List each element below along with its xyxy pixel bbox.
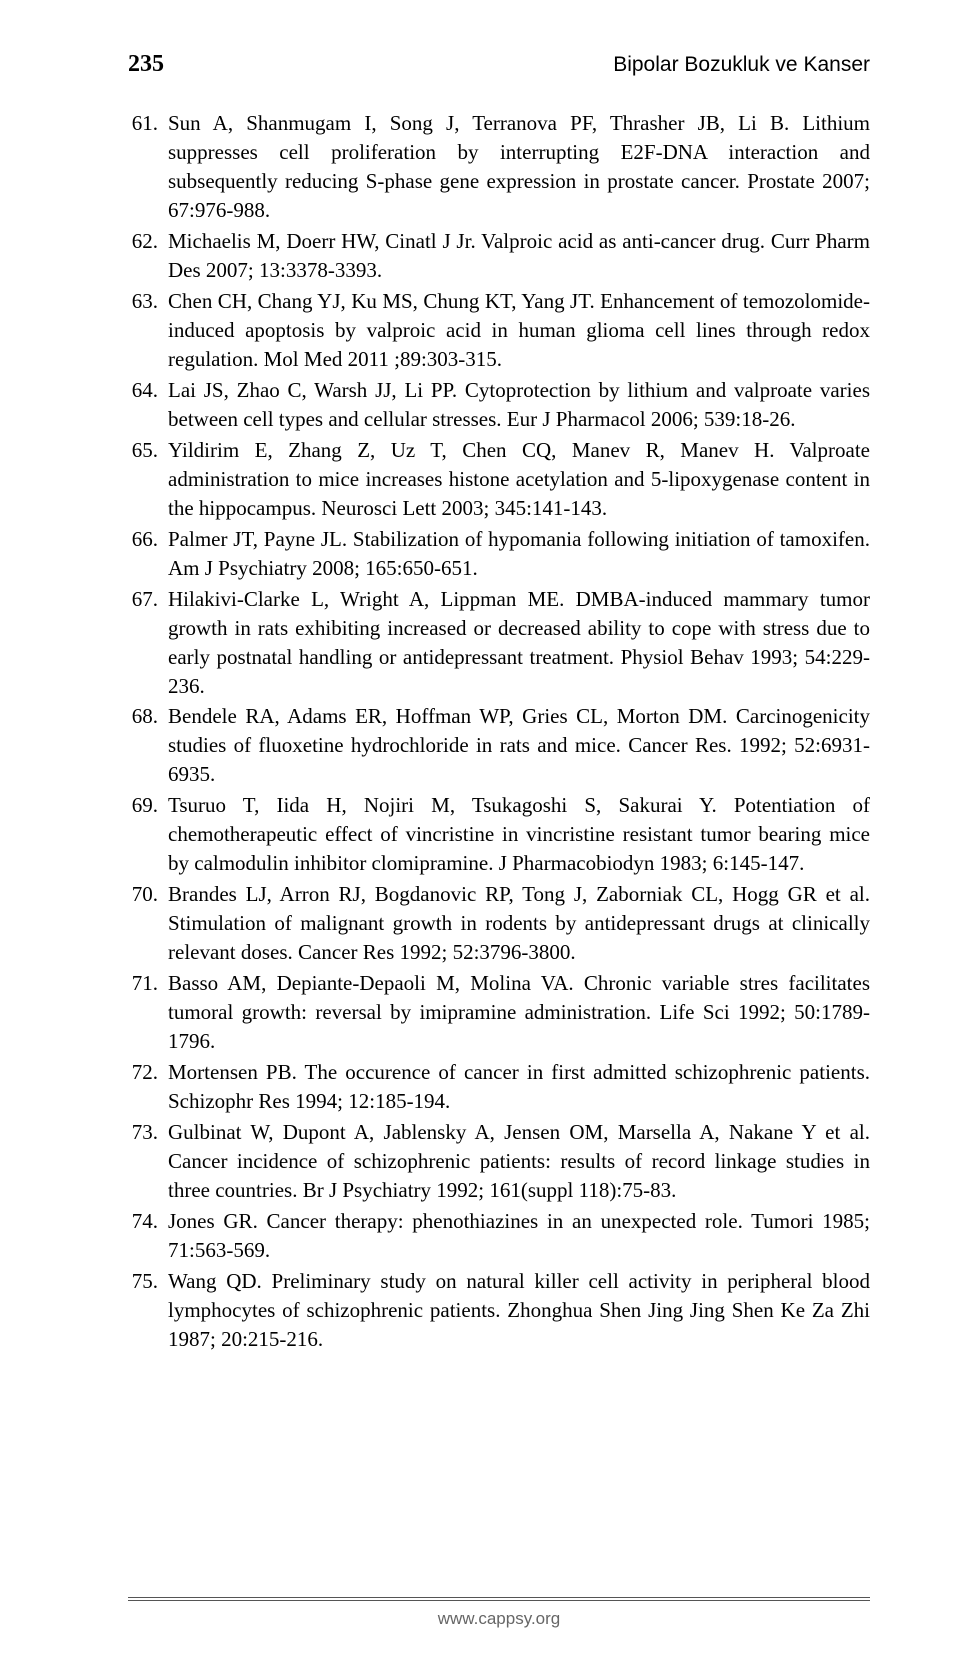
reference-item: 61.Sun A, Shanmugam I, Song J, Terranova… xyxy=(128,109,870,225)
page: 235 Bipolar Bozukluk ve Kanser 61.Sun A,… xyxy=(0,0,960,1666)
reference-text: Brandes LJ, Arron RJ, Bogdanovic RP, Ton… xyxy=(168,880,870,967)
footer-rule xyxy=(128,1597,870,1598)
reference-item: 74.Jones GR. Cancer therapy: phenothiazi… xyxy=(128,1207,870,1265)
reference-item: 72.Mortensen PB. The occurence of cancer… xyxy=(128,1058,870,1116)
reference-text: Hilakivi-Clarke L, Wright A, Lippman ME.… xyxy=(168,585,870,701)
reference-item: 66.Palmer JT, Payne JL. Stabilization of… xyxy=(128,525,870,583)
reference-number: 64. xyxy=(128,376,168,434)
reference-text: Palmer JT, Payne JL. Stabilization of hy… xyxy=(168,525,870,583)
page-number: 235 xyxy=(128,48,164,81)
reference-item: 73.Gulbinat W, Dupont A, Jablensky A, Je… xyxy=(128,1118,870,1205)
reference-item: 65.Yildirim E, Zhang Z, Uz T, Chen CQ, M… xyxy=(128,436,870,523)
reference-list: 61.Sun A, Shanmugam I, Song J, Terranova… xyxy=(128,109,870,1354)
reference-text: Sun A, Shanmugam I, Song J, Terranova PF… xyxy=(168,109,870,225)
reference-text: Jones GR. Cancer therapy: phenothiazines… xyxy=(168,1207,870,1265)
reference-item: 70.Brandes LJ, Arron RJ, Bogdanovic RP, … xyxy=(128,880,870,967)
reference-number: 73. xyxy=(128,1118,168,1205)
reference-text: Chen CH, Chang YJ, Ku MS, Chung KT, Yang… xyxy=(168,287,870,374)
page-footer: www.cappsy.org xyxy=(128,1597,870,1630)
reference-text: Yildirim E, Zhang Z, Uz T, Chen CQ, Mane… xyxy=(168,436,870,523)
reference-number: 67. xyxy=(128,585,168,701)
reference-text: Basso AM, Depiante-Depaoli M, Molina VA.… xyxy=(168,969,870,1056)
reference-number: 74. xyxy=(128,1207,168,1265)
reference-item: 62.Michaelis M, Doerr HW, Cinatl J Jr. V… xyxy=(128,227,870,285)
reference-text: Bendele RA, Adams ER, Hoffman WP, Gries … xyxy=(168,702,870,789)
reference-item: 69.Tsuruo T, Iida H, Nojiri M, Tsukagosh… xyxy=(128,791,870,878)
reference-text: Michaelis M, Doerr HW, Cinatl J Jr. Valp… xyxy=(168,227,870,285)
reference-item: 68.Bendele RA, Adams ER, Hoffman WP, Gri… xyxy=(128,702,870,789)
reference-text: Gulbinat W, Dupont A, Jablensky A, Jense… xyxy=(168,1118,870,1205)
reference-number: 68. xyxy=(128,702,168,789)
footer-url: www.cappsy.org xyxy=(128,1607,870,1630)
reference-number: 62. xyxy=(128,227,168,285)
footer-rule xyxy=(128,1600,870,1601)
reference-number: 71. xyxy=(128,969,168,1056)
reference-text: Lai JS, Zhao C, Warsh JJ, Li PP. Cytopro… xyxy=(168,376,870,434)
reference-item: 75.Wang QD. Preliminary study on natural… xyxy=(128,1267,870,1354)
reference-item: 64.Lai JS, Zhao C, Warsh JJ, Li PP. Cyto… xyxy=(128,376,870,434)
reference-number: 63. xyxy=(128,287,168,374)
reference-item: 63.Chen CH, Chang YJ, Ku MS, Chung KT, Y… xyxy=(128,287,870,374)
reference-text: Mortensen PB. The occurence of cancer in… xyxy=(168,1058,870,1116)
reference-number: 72. xyxy=(128,1058,168,1116)
reference-item: 71.Basso AM, Depiante-Depaoli M, Molina … xyxy=(128,969,870,1056)
reference-text: Wang QD. Preliminary study on natural ki… xyxy=(168,1267,870,1354)
reference-number: 75. xyxy=(128,1267,168,1354)
running-title: Bipolar Bozukluk ve Kanser xyxy=(613,51,870,80)
page-header: 235 Bipolar Bozukluk ve Kanser xyxy=(128,48,870,81)
reference-item: 67.Hilakivi-Clarke L, Wright A, Lippman … xyxy=(128,585,870,701)
reference-number: 61. xyxy=(128,109,168,225)
reference-number: 70. xyxy=(128,880,168,967)
reference-text: Tsuruo T, Iida H, Nojiri M, Tsukagoshi S… xyxy=(168,791,870,878)
reference-number: 69. xyxy=(128,791,168,878)
reference-number: 66. xyxy=(128,525,168,583)
reference-number: 65. xyxy=(128,436,168,523)
